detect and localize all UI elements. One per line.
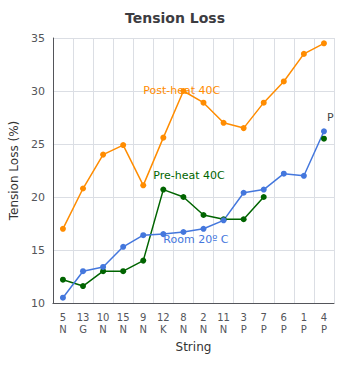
svg-text:P: P xyxy=(327,111,334,124)
svg-text:String: String xyxy=(176,340,212,354)
svg-text:P: P xyxy=(281,324,287,335)
svg-text:13: 13 xyxy=(77,312,90,323)
svg-text:P: P xyxy=(241,324,247,335)
svg-text:P: P xyxy=(261,324,267,335)
svg-text:30: 30 xyxy=(31,85,45,98)
svg-text:N: N xyxy=(59,324,66,335)
svg-text:11: 11 xyxy=(217,312,230,323)
svg-text:10: 10 xyxy=(97,312,110,323)
svg-text:3: 3 xyxy=(240,312,246,323)
svg-text:N: N xyxy=(99,324,106,335)
svg-text:8: 8 xyxy=(180,312,186,323)
svg-text:4: 4 xyxy=(321,312,327,323)
svg-text:35: 35 xyxy=(31,32,45,45)
svg-text:6: 6 xyxy=(281,312,287,323)
svg-text:G: G xyxy=(79,324,87,335)
svg-text:N: N xyxy=(220,324,227,335)
svg-text:7: 7 xyxy=(261,312,267,323)
svg-text:Post-heat 40C: Post-heat 40C xyxy=(143,84,220,97)
svg-text:1: 1 xyxy=(301,312,307,323)
svg-text:P: P xyxy=(321,324,327,335)
svg-text:5: 5 xyxy=(60,312,66,323)
svg-text:15: 15 xyxy=(117,312,130,323)
svg-text:9: 9 xyxy=(140,312,146,323)
svg-text:2: 2 xyxy=(200,312,206,323)
svg-text:N: N xyxy=(140,324,147,335)
svg-text:25: 25 xyxy=(31,138,45,151)
svg-text:10: 10 xyxy=(31,297,45,310)
svg-text:Room 20º C: Room 20º C xyxy=(163,233,228,246)
svg-text:N: N xyxy=(119,324,126,335)
svg-text:20: 20 xyxy=(31,191,45,204)
svg-text:12: 12 xyxy=(157,312,170,323)
svg-text:N: N xyxy=(200,324,207,335)
svg-text:15: 15 xyxy=(31,244,45,257)
svg-text:Pre-heat 40C: Pre-heat 40C xyxy=(153,169,225,182)
svg-text:N: N xyxy=(180,324,187,335)
svg-text:P: P xyxy=(301,324,307,335)
svg-text:Tension Loss (%): Tension Loss (%) xyxy=(7,121,21,222)
svg-text:Tension Loss: Tension Loss xyxy=(125,10,225,26)
svg-text:K: K xyxy=(160,324,167,335)
